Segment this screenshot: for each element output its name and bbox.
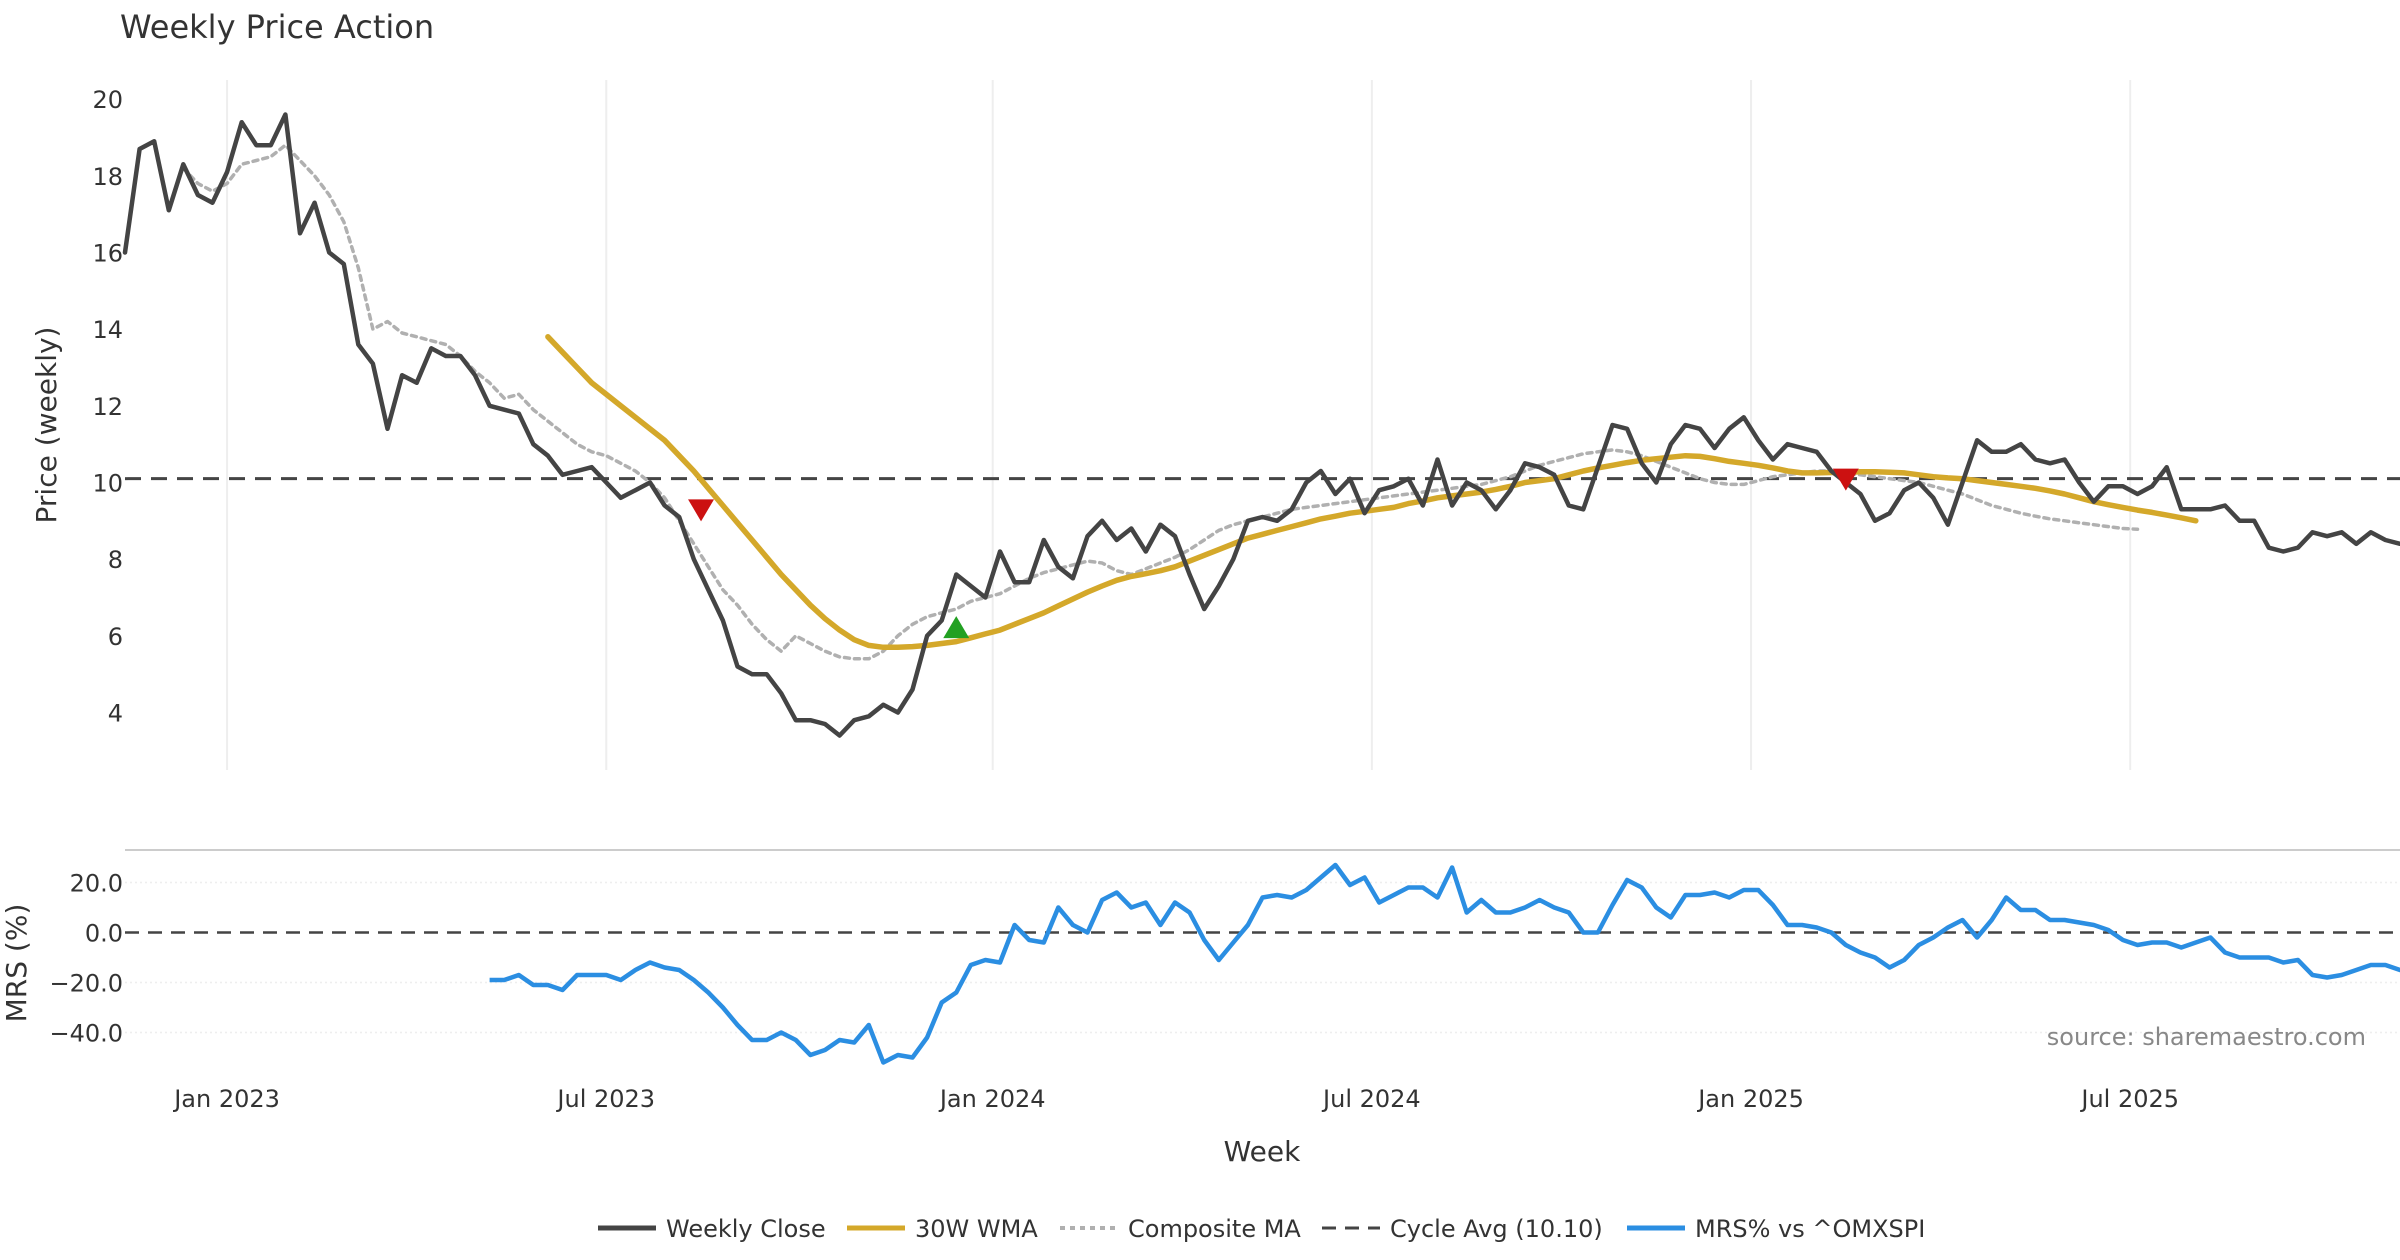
x-tick-label: Jan 2024 [938,1085,1046,1113]
price-series-group [122,112,2400,738]
price-y-axis: 4 6 8 10 12 14 16 18 20 [92,86,123,727]
signal-markers [688,468,1859,639]
mrs-gridlines [125,849,2400,1034]
x-tick-label: Jul 2025 [2079,1085,2179,1113]
price-y-tick-label: 10 [92,470,123,498]
composite-series-line [181,143,2140,661]
sell-signal-marker [1832,468,1859,491]
buy-signal-marker [943,616,970,639]
legend-label-close: Weekly Close [666,1215,826,1243]
price-gridlines [226,80,2132,770]
price-y-tick-label: 6 [108,623,123,651]
x-tick-label: Jan 2023 [172,1085,280,1113]
mrs-series-line [489,862,2400,1065]
legend-label-mrs: MRS% vs ^OMXSPI [1695,1215,1925,1243]
mrs-y-axis-label: MRS (%) [0,904,33,1023]
price-y-tick-label: 8 [108,546,123,574]
mrs-series-group [489,862,2400,1065]
legend-label-cycle: Cycle Avg (10.10) [1390,1215,1603,1243]
mrs-y-tick-label: 0.0 [85,920,123,948]
wma-series-line [545,334,2199,651]
price-y-axis-label: Price (weekly) [30,327,63,524]
mrs-y-tick-label: −20.0 [49,970,123,998]
price-y-tick-label: 20 [92,86,123,114]
sell-signal-marker [688,499,715,522]
x-axis: Jan 2023 Jul 2023 Jan 2024 Jul 2024 Jan 2025… [172,1085,2179,1113]
mrs-y-axis: 20.0 0.0 −20.0 −40.0 [49,870,123,1048]
close-series-line [122,112,2400,738]
mrs-y-tick-label: 20.0 [70,870,123,898]
legend-label-wma: 30W WMA [915,1215,1038,1243]
source-annotation: source: sharemaestro.com [2047,1023,2366,1051]
mrs-y-tick-label: −40.0 [49,1020,123,1048]
legend-label-composite: Composite MA [1128,1215,1301,1243]
chart-title: Weekly Price Action [120,8,434,46]
x-tick-label: Jul 2023 [555,1085,655,1113]
x-tick-label: Jan 2025 [1696,1085,1804,1113]
price-y-tick-label: 4 [108,700,123,728]
price-y-tick-label: 16 [92,240,123,268]
x-tick-label: Jul 2024 [1321,1085,1421,1113]
price-y-tick-label: 14 [92,316,123,344]
price-y-tick-label: 12 [92,393,123,421]
price-y-tick-label: 18 [92,163,123,191]
x-axis-label: Week [1224,1135,1301,1168]
legend: Weekly Close 30W WMA Composite MA Cycle Avg… [598,1215,1925,1243]
